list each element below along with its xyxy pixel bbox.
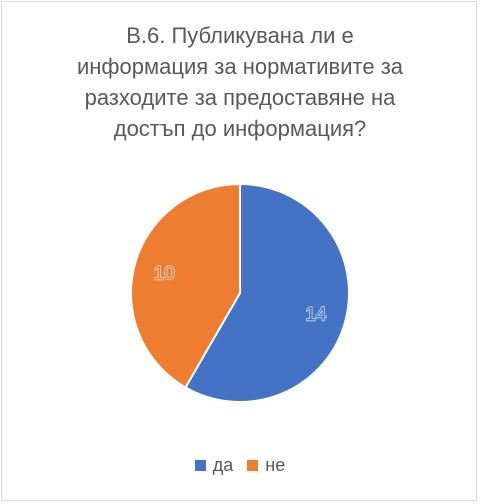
legend-swatch bbox=[247, 460, 259, 471]
pie-slice-1 bbox=[184, 182, 350, 403]
legend-item-1: да bbox=[194, 455, 234, 476]
chart-title-line-3: разходите за предоставяне на bbox=[84, 85, 396, 110]
chart-legend: да не bbox=[0, 455, 480, 476]
pie-slice-2 bbox=[130, 182, 241, 389]
legend-label: не bbox=[265, 455, 286, 475]
legend-label: да bbox=[212, 455, 234, 475]
chart-title-line-2: информация за нормативите за bbox=[76, 54, 404, 79]
legend-swatch bbox=[194, 460, 206, 471]
legend-item-2: не bbox=[247, 455, 285, 476]
data-label-2: 10 bbox=[154, 264, 175, 285]
chart-title: В.6. Публикувана ли е информация за норм… bbox=[0, 20, 480, 144]
chart-title-line-4: достъп до информация? bbox=[113, 116, 367, 141]
data-label-1: 14 bbox=[305, 304, 327, 325]
chart-title-line-1: В.6. Публикувана ли е bbox=[126, 23, 354, 48]
